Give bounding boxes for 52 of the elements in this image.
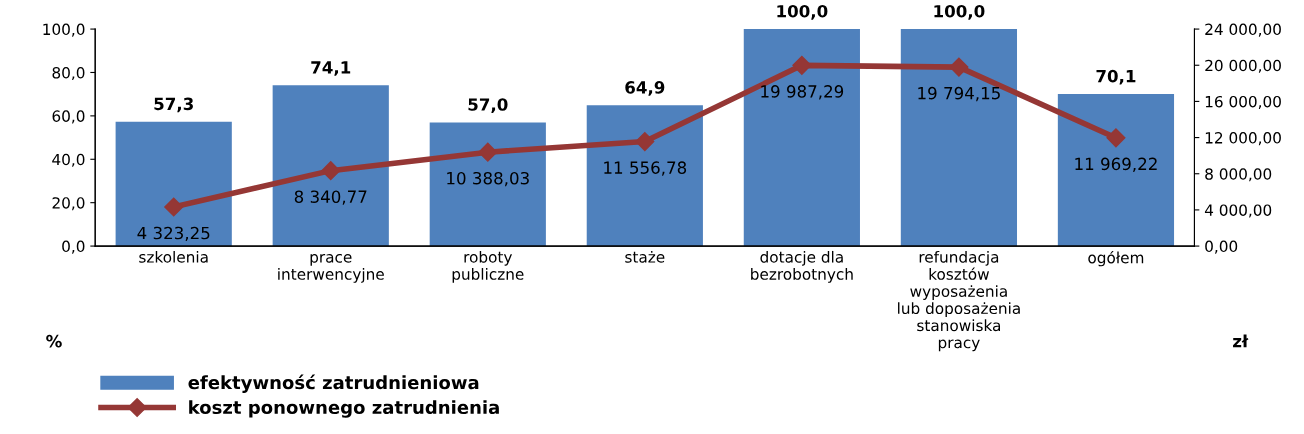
x-tick-label: prace interwencyjne [278,253,384,283]
bar [586,105,703,247]
data-label: 11 969,22 [1075,157,1157,172]
data-label: 19 987,29 [761,85,844,100]
point [164,197,184,217]
y2-axis-title: zł [1233,334,1249,348]
point [949,57,969,77]
y-tick-label: 100,0 [43,23,85,37]
y2-tick-label: 0,00 [1205,240,1238,254]
point [478,142,498,162]
x-tick-label: dotacje dla bezrobotnych [751,250,853,283]
bar [429,122,546,247]
bar [743,29,860,247]
data-label: 74,1 [311,61,351,76]
point [635,132,655,152]
x-tick-label: refundacja kosztów wyposażenia lub doposażenia stanowiska pracy [898,250,1020,352]
y2-tick-label: 24 000,00 [1205,23,1281,37]
x-tick-label: ogółem [1088,250,1144,267]
y-tick-label: 80,0 [52,66,85,81]
point [1106,128,1126,148]
y2-tick-label: 12 000,00 [1205,132,1281,146]
data-label: 57,3 [154,97,193,113]
data-label: 10 388,03 [447,171,529,187]
data-label: 8 340,77 [294,190,367,205]
x-tick-label: staże [625,250,665,263]
x-tick-label: szkolenia [139,250,208,263]
bar [115,121,232,247]
y2-tick-label: 16 000,00 [1205,95,1281,109]
data-label: 64,9 [625,81,665,96]
point [792,55,812,75]
legend-label: efektywność zatrudnieniowa [188,374,479,393]
data-label: 4 323,25 [137,226,210,242]
data-label: 19 794,15 [918,86,1000,102]
bar [1057,93,1175,247]
y-tick-label: 0,0 [62,240,85,254]
x-tick-label: roboty publiczne [452,250,524,283]
data-label: 70,1 [1096,69,1136,85]
data-label: 100,0 [777,4,828,20]
y-tick-label: 40,0 [52,153,85,167]
y2-tick-label: 8 000,00 [1205,168,1272,182]
y2-tick-label: 20 000,00 [1205,59,1281,73]
y2-tick-label: 4 000,00 [1204,204,1272,218]
data-label: 100,0 [934,4,985,20]
y-tick-label: 20,0 [52,197,85,211]
y-axis-title: % [46,334,62,348]
data-label: 11 556,78 [604,161,687,176]
bar [272,85,389,247]
legend-label: koszt ponownego zatrudnienia [189,400,499,418]
point [321,161,341,181]
data-label: 57,0 [468,98,508,113]
y-tick-label: 60,0 [52,110,85,124]
bar [900,29,1018,247]
